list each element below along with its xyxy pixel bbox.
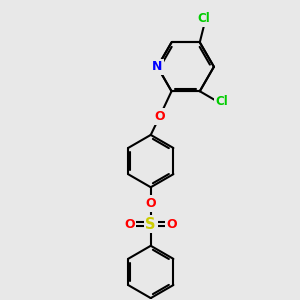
Text: Cl: Cl (216, 95, 229, 108)
Text: S: S (146, 217, 156, 232)
Text: O: O (146, 197, 156, 210)
Text: O: O (154, 110, 165, 123)
Text: O: O (167, 218, 178, 231)
Text: N: N (152, 60, 163, 73)
Text: Cl: Cl (198, 12, 211, 25)
Text: O: O (124, 218, 135, 231)
